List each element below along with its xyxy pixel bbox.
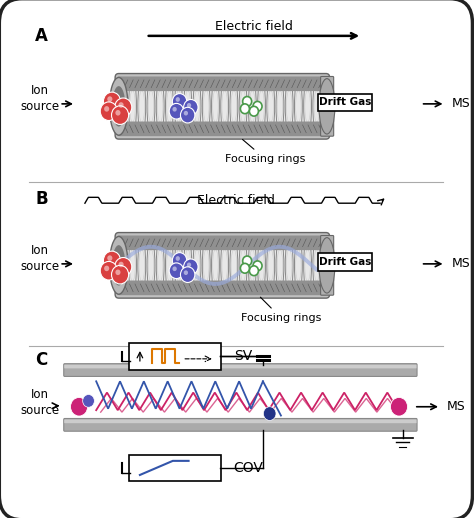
Circle shape [71,397,88,416]
Circle shape [187,103,191,108]
FancyBboxPatch shape [128,343,221,369]
Circle shape [173,94,187,109]
Ellipse shape [112,86,125,126]
Text: MS: MS [452,97,471,110]
FancyBboxPatch shape [64,365,417,368]
Circle shape [243,96,252,106]
Circle shape [249,266,258,276]
Text: MS: MS [452,257,471,270]
Circle shape [111,106,128,124]
Circle shape [183,99,198,115]
Circle shape [264,407,276,421]
Circle shape [181,107,195,123]
Circle shape [175,97,180,102]
Circle shape [115,110,120,116]
Circle shape [173,107,177,111]
Text: Ion
source: Ion source [20,244,59,274]
Text: Focusing rings: Focusing rings [225,139,305,164]
Text: Electric field: Electric field [197,194,275,207]
Text: Drift Gas: Drift Gas [319,257,371,267]
Text: Ion
source: Ion source [20,388,59,417]
Circle shape [115,269,120,275]
Ellipse shape [109,78,128,135]
FancyBboxPatch shape [320,236,334,295]
Circle shape [181,267,195,282]
Ellipse shape [112,245,125,285]
Ellipse shape [109,237,128,294]
Text: Drift Gas: Drift Gas [319,97,371,107]
FancyBboxPatch shape [118,236,327,250]
Circle shape [100,102,118,121]
Circle shape [82,395,94,407]
Circle shape [253,261,262,271]
FancyBboxPatch shape [118,122,327,136]
Circle shape [118,262,124,267]
Text: Ion
source: Ion source [20,84,59,113]
Circle shape [111,265,128,284]
FancyBboxPatch shape [319,253,372,271]
FancyBboxPatch shape [118,77,327,91]
Circle shape [173,253,187,268]
FancyBboxPatch shape [319,94,372,111]
Circle shape [187,263,191,267]
Circle shape [173,266,177,271]
Circle shape [243,256,252,266]
FancyBboxPatch shape [320,77,334,136]
Ellipse shape [319,238,335,293]
Circle shape [103,92,120,111]
Circle shape [104,266,109,271]
Circle shape [391,397,408,416]
Circle shape [100,262,118,280]
Circle shape [115,257,132,276]
FancyBboxPatch shape [64,420,417,423]
FancyBboxPatch shape [118,281,327,295]
Circle shape [104,106,109,112]
Circle shape [249,106,258,116]
Text: SV: SV [234,349,252,363]
Circle shape [253,102,262,111]
Text: Electric field: Electric field [215,20,293,34]
Text: B: B [36,190,48,208]
FancyBboxPatch shape [64,419,417,431]
FancyBboxPatch shape [119,247,325,284]
Circle shape [103,251,120,270]
Circle shape [169,263,183,279]
Circle shape [184,111,188,116]
Text: C: C [36,351,47,369]
FancyBboxPatch shape [64,364,417,377]
Circle shape [118,102,124,108]
FancyBboxPatch shape [115,74,329,139]
Circle shape [107,96,112,102]
Text: MS: MS [447,400,465,413]
Circle shape [183,259,198,275]
Circle shape [240,104,249,113]
FancyBboxPatch shape [128,455,221,481]
Text: A: A [36,27,48,45]
FancyBboxPatch shape [119,88,325,125]
Circle shape [107,255,112,261]
Circle shape [184,270,188,275]
Text: COV: COV [234,461,264,475]
Text: Focusing rings: Focusing rings [241,297,321,323]
Circle shape [115,98,132,117]
Circle shape [169,104,183,119]
Circle shape [240,263,249,273]
Circle shape [175,256,180,261]
FancyBboxPatch shape [115,233,329,298]
Ellipse shape [319,79,335,134]
